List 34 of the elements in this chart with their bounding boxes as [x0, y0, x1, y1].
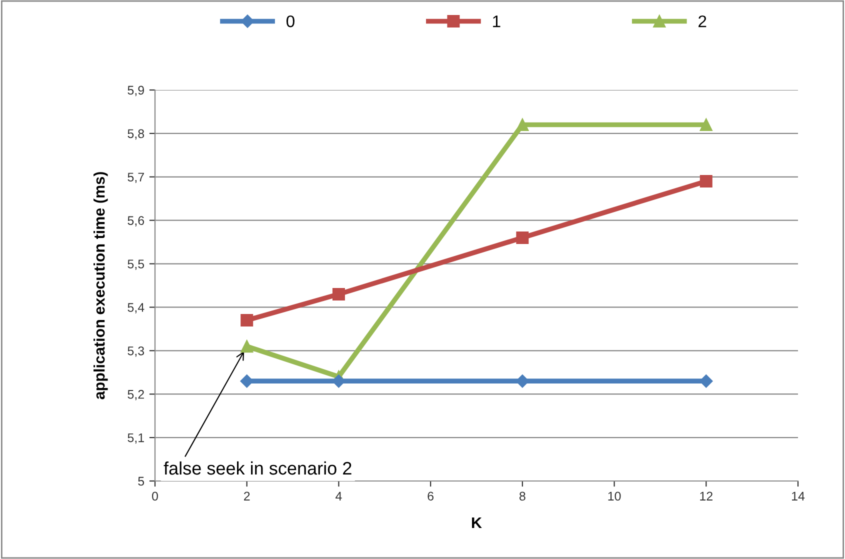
point	[700, 118, 712, 132]
legend-label: 0	[286, 15, 294, 28]
y-tick-label: 5	[138, 476, 144, 486]
y-tick-label: 5,8	[128, 129, 144, 140]
x-tick-label: 12	[700, 492, 712, 500]
legend-label: 2	[698, 15, 706, 28]
y-axis-title: application execution time (ms)	[94, 172, 108, 400]
y-tick-label: 5,4	[128, 303, 144, 314]
x-tick-label: 0	[152, 492, 158, 501]
x-axis-title: K	[472, 518, 482, 528]
x-tick-label: 4	[336, 492, 342, 500]
y-tick-label: 5,1	[128, 433, 144, 444]
x-tick-label: 8	[519, 492, 526, 501]
point	[700, 174, 712, 188]
annotation: false seek in scenario 2	[164, 461, 352, 475]
y-tick-label: 5,2	[128, 390, 144, 400]
y-tick-label: 5,6	[128, 216, 144, 226]
point	[332, 374, 346, 388]
point	[516, 118, 529, 132]
legend-label: 1	[493, 16, 500, 28]
y-tick-label: 5,7	[128, 172, 144, 184]
x-tick-label: 14	[792, 492, 805, 500]
point	[700, 374, 713, 388]
x-tick-label: 6	[428, 492, 434, 501]
point	[516, 231, 529, 244]
y-tick-label: 5,9	[128, 86, 144, 96]
x-tick-label: 2	[244, 492, 250, 500]
point	[240, 314, 254, 327]
point	[240, 374, 254, 388]
y-tick-label: 5,3	[128, 346, 144, 357]
point	[332, 288, 345, 300]
point	[240, 340, 254, 353]
x-tick-label: 10	[608, 492, 621, 501]
y-tick-label: 5,5	[128, 260, 144, 270]
